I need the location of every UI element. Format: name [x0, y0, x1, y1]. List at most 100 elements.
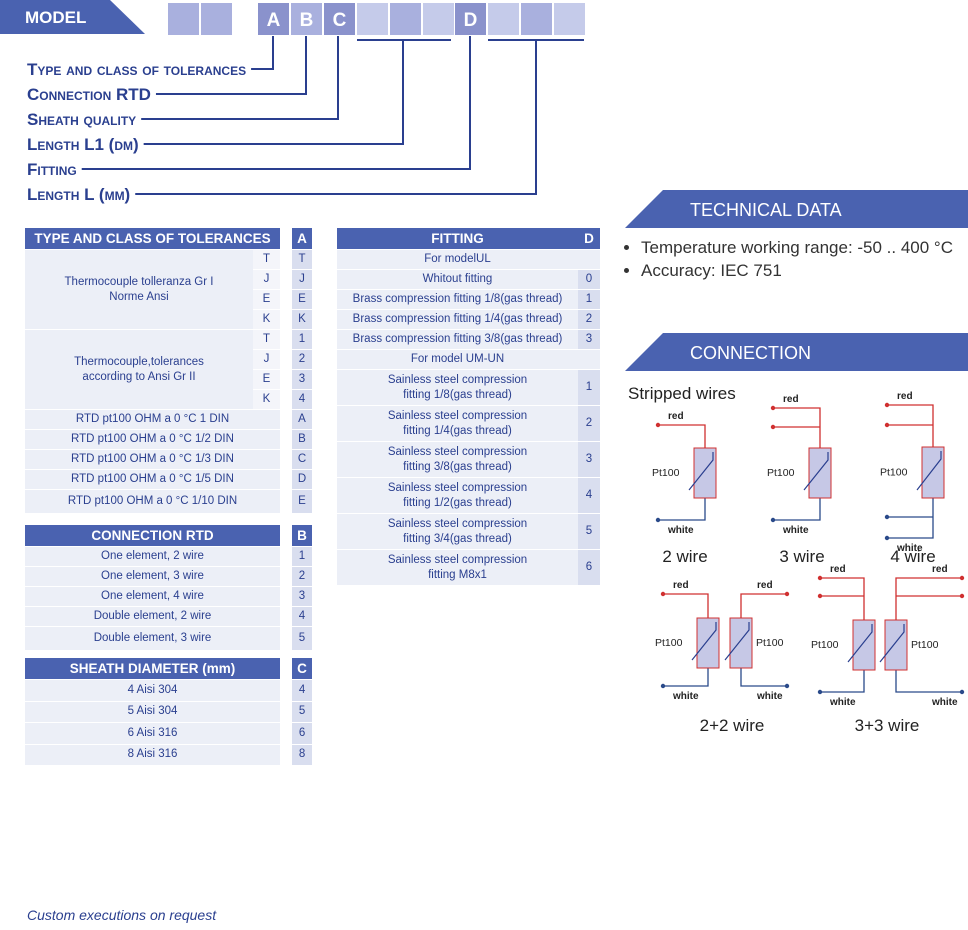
cell: 1 [292, 330, 312, 350]
legend-label: Type and class of tolerances [27, 60, 246, 79]
cell [280, 450, 292, 470]
cell [280, 680, 293, 702]
code-box [423, 3, 454, 35]
wire-label: red [932, 564, 948, 575]
wire-label: white [896, 543, 923, 554]
cell: Sainless steel compression fitting 1/4(g… [337, 406, 578, 442]
wire-end [660, 683, 666, 689]
legend-leader [135, 40, 537, 195]
wiring-diagram: red white Pt100 4 wire [880, 391, 945, 566]
white-wire [658, 498, 706, 521]
resistor-slash [803, 452, 829, 491]
resistor [729, 617, 753, 669]
cell [280, 310, 292, 330]
tolerances-table: TYPE AND CLASS OF TOLERANCES A Thermocoupl… [25, 228, 312, 514]
wire-label: red [668, 411, 684, 422]
legend-label: Length L1 (dm) [27, 135, 139, 154]
row: Sainless steel compression fitting 3/8(g… [337, 442, 600, 478]
cell: 2 [292, 567, 312, 587]
row: 8 Aisi 316 8 [25, 744, 313, 766]
wire-label: white [829, 697, 856, 708]
wire-label: white [756, 691, 783, 702]
code-box [168, 3, 199, 35]
wire-end [655, 422, 661, 428]
resistor [696, 617, 720, 669]
row: FITTING D [337, 228, 600, 250]
resistor-slash [688, 452, 714, 491]
sheath-table: SHEATH DIAMETER (mm) C 4 Aisi 304 4 5 Aisi 3… [25, 658, 313, 766]
cell [280, 250, 292, 270]
cell: Brass compression fitting 1/4(gas thread… [337, 310, 578, 330]
resistor [808, 447, 832, 499]
cell: Sainless steel compression fitting M8x1 [337, 550, 578, 586]
sensor-label: Pt100 [811, 639, 839, 651]
cell: Whitout fitting [337, 270, 578, 290]
wire-end [884, 422, 890, 428]
row: Double element, 2 wire 4 [25, 607, 312, 627]
wire-label: white [672, 691, 699, 702]
legend-label: Fitting [27, 160, 77, 179]
technical-title: TECHNICAL DATA [690, 200, 842, 220]
wire-end [770, 405, 776, 411]
code-box [390, 3, 421, 35]
row: TYPE AND CLASS OF TOLERANCES A [25, 228, 312, 250]
wire-label: red [757, 580, 773, 591]
wire-end [959, 593, 965, 599]
cell: A [292, 228, 312, 250]
wire-label: red [673, 580, 689, 591]
cell [280, 270, 292, 290]
wire-end [655, 517, 661, 523]
row: One element, 3 wire 2 [25, 567, 312, 587]
cell: Thermocouple,tolerances according to Ans… [25, 330, 253, 410]
row: Whitout fitting 0 [337, 270, 600, 290]
cell [280, 525, 292, 547]
code-letter: C [333, 10, 347, 31]
diagram-caption: 3 wire [779, 547, 824, 566]
cell: Thermocouple tolleranza Gr I Norme Ansi [25, 250, 253, 330]
row: Thermocouple tolleranza Gr I Norme Ansi T… [25, 250, 312, 330]
cell: RTD pt100 OHM a 0 °C 1/5 DIN [25, 470, 280, 490]
cell: 3 [578, 330, 600, 350]
resistor-slash [847, 624, 873, 663]
red-wire [663, 593, 709, 618]
cell: 6 Aisi 316 [25, 723, 281, 745]
cell: CONNECTION RTD [25, 525, 280, 547]
cell: E [253, 370, 280, 390]
wire-end [959, 575, 965, 581]
wire-label: white [782, 525, 809, 536]
wire-end [817, 593, 823, 599]
cell [280, 330, 292, 350]
row: Sainless steel compression fitting 1/2(g… [337, 478, 600, 514]
row: Sainless steel compression fitting 3/4(g… [337, 514, 600, 550]
diagram-caption: 4 wire [890, 547, 935, 566]
cell: For model UM-UN [337, 350, 578, 370]
diagram-caption: 3+3 wire [855, 716, 920, 735]
wire-end [784, 683, 790, 689]
row: RTD pt100 OHM a 0 °C 1/2 DIN B [25, 430, 312, 450]
cell: B [292, 430, 312, 450]
code-box [455, 3, 486, 35]
cell: RTD pt100 OHM a 0 °C 1 DIN [25, 410, 280, 430]
cell [280, 701, 293, 723]
code-box [324, 3, 355, 35]
cell: Sainless steel compression fitting 3/8(g… [337, 442, 578, 478]
code-letter: B [300, 10, 314, 31]
cell [280, 390, 292, 410]
sensor-label: Pt100 [911, 639, 939, 651]
wire-label: white [931, 697, 958, 708]
cell: C [292, 658, 313, 680]
tech-item: Temperature working range: -50 .. 400 °C [641, 236, 953, 259]
cell: J [292, 270, 312, 290]
red-wire [820, 577, 865, 620]
cell: K [253, 310, 280, 330]
row: RTD pt100 OHM a 0 °C 1/3 DIN C [25, 450, 312, 470]
cell: J [253, 270, 280, 290]
fitting-table: FITTING D For modelUL Whitout fitting 0 Brass… [337, 228, 600, 586]
cell: 6 [578, 550, 600, 586]
cell [280, 567, 292, 587]
wire-end [817, 575, 823, 581]
cell: 3 [292, 587, 312, 607]
cell: T [253, 330, 280, 350]
